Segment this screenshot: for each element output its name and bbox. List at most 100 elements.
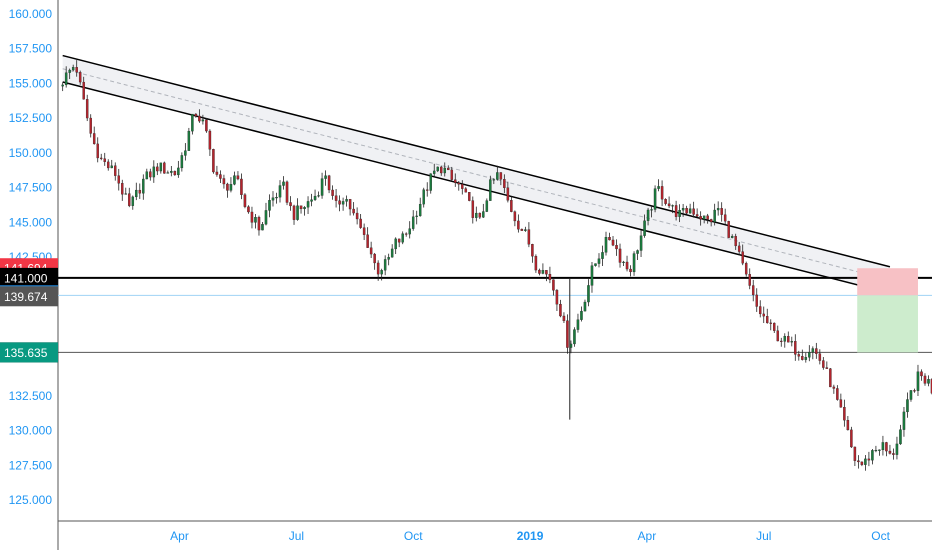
candle-body bbox=[916, 371, 920, 391]
candle-body bbox=[566, 320, 569, 348]
candle-body bbox=[68, 69, 71, 73]
candle-body bbox=[219, 174, 222, 179]
candle-body bbox=[275, 197, 278, 199]
candle-body bbox=[713, 209, 716, 223]
x-tick-label: Apr bbox=[170, 529, 189, 543]
candle-body bbox=[636, 250, 639, 254]
candle-body bbox=[268, 200, 271, 211]
candle-body bbox=[138, 189, 142, 194]
candle-body bbox=[808, 351, 811, 358]
candle-body bbox=[173, 170, 177, 176]
candle-body bbox=[432, 170, 436, 174]
candle-body bbox=[643, 220, 646, 236]
candle-body bbox=[401, 233, 404, 243]
candle-body bbox=[201, 119, 205, 122]
candle-body bbox=[149, 171, 152, 178]
candle-body bbox=[499, 172, 503, 180]
candle-body bbox=[292, 205, 296, 220]
candle-body bbox=[152, 166, 156, 178]
y-tick-label: 157.500 bbox=[9, 42, 53, 56]
candle-body bbox=[191, 113, 194, 132]
candle-body bbox=[751, 285, 755, 296]
trend-channel-lower bbox=[62, 81, 891, 294]
candle-body bbox=[205, 119, 208, 132]
candle-body bbox=[264, 210, 268, 225]
trend-channel-fill bbox=[62, 55, 890, 294]
candle-body bbox=[415, 215, 418, 217]
candle-body bbox=[534, 256, 538, 271]
candle-body bbox=[75, 67, 78, 73]
candle-body bbox=[769, 322, 773, 324]
price-tag bbox=[0, 342, 58, 363]
x-tick-label: Oct bbox=[404, 529, 423, 543]
candle-body bbox=[657, 186, 660, 189]
candle-body bbox=[790, 341, 794, 343]
candle-body bbox=[709, 219, 713, 223]
candle-body bbox=[744, 263, 748, 275]
candle-body bbox=[773, 322, 776, 331]
candle-body bbox=[454, 179, 457, 183]
candle-body bbox=[899, 429, 902, 445]
candle-body bbox=[727, 221, 730, 238]
candle-body bbox=[748, 274, 751, 286]
candle-body bbox=[678, 210, 681, 217]
candle-body bbox=[394, 238, 397, 250]
candle-body bbox=[832, 386, 836, 389]
candle-body bbox=[489, 179, 492, 201]
candle-body bbox=[706, 215, 709, 220]
candle-body bbox=[334, 195, 338, 201]
candle-body bbox=[667, 203, 671, 207]
candle-body bbox=[622, 261, 625, 263]
y-tick-label: 155.000 bbox=[9, 76, 53, 90]
candle-body bbox=[482, 211, 485, 218]
x-tick-label: Jul bbox=[756, 529, 771, 543]
candle-body bbox=[222, 178, 226, 185]
candle-body bbox=[625, 261, 629, 270]
y-tick-label: 145.000 bbox=[9, 215, 53, 229]
candle-body bbox=[895, 443, 899, 455]
candle-body bbox=[306, 201, 310, 208]
candle-body bbox=[96, 143, 99, 159]
candle-body bbox=[913, 390, 916, 392]
candle-body bbox=[583, 301, 587, 312]
y-tick-label: 127.500 bbox=[9, 458, 53, 472]
candle-body bbox=[376, 262, 380, 275]
candle-body bbox=[594, 263, 597, 266]
candle-body bbox=[541, 270, 545, 274]
candle-body bbox=[632, 253, 636, 273]
candle-body bbox=[443, 167, 447, 174]
candle-body bbox=[660, 186, 664, 200]
candle-body bbox=[250, 211, 254, 223]
price-tag-label: 135.635 bbox=[4, 346, 48, 360]
x-tick-label: Jul bbox=[289, 529, 304, 543]
candle-body bbox=[362, 227, 366, 235]
candle-body bbox=[811, 348, 815, 353]
candle-body bbox=[338, 200, 341, 205]
candle-body bbox=[492, 179, 496, 181]
candle-body bbox=[755, 294, 758, 307]
candle-body bbox=[611, 239, 615, 246]
candle-body bbox=[425, 189, 429, 191]
candle-body bbox=[303, 207, 306, 210]
trend-channel-midline bbox=[62, 68, 891, 281]
candle-body bbox=[106, 161, 110, 169]
candle-body bbox=[548, 274, 552, 280]
candle-body bbox=[846, 420, 850, 431]
candle-body bbox=[552, 279, 555, 291]
candle-body bbox=[240, 178, 243, 195]
candle-body bbox=[408, 228, 411, 235]
candle-body bbox=[475, 212, 478, 218]
candle-body bbox=[720, 208, 723, 215]
candle-body bbox=[615, 245, 618, 250]
candle-body bbox=[348, 199, 352, 210]
candle-body bbox=[818, 353, 822, 361]
candle-body bbox=[324, 175, 327, 179]
candle-body bbox=[457, 182, 461, 185]
candle-body bbox=[380, 270, 383, 275]
candle-body bbox=[440, 166, 443, 174]
candle-body bbox=[447, 167, 450, 171]
candle-body bbox=[839, 399, 843, 408]
candle-body bbox=[184, 150, 187, 156]
